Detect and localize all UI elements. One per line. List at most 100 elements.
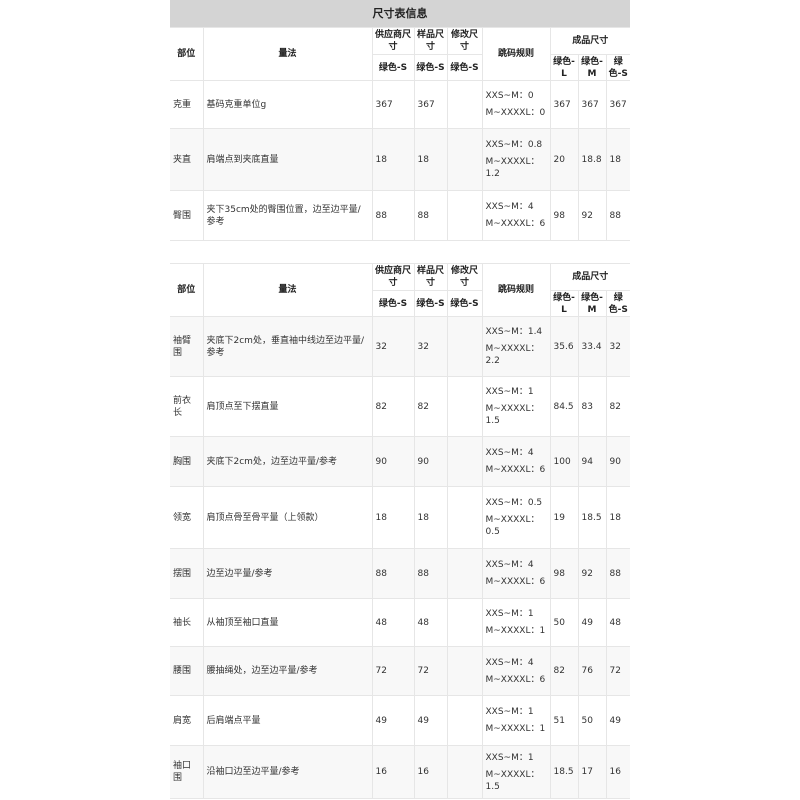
header-part: 部位 [170, 27, 204, 81]
cell-finished-l: 82 [549, 646, 579, 696]
cell-supplier: 72 [371, 646, 415, 696]
cell-part: 袖臂围 [170, 316, 204, 377]
header-finished: 成品尺寸 [549, 27, 631, 55]
cell-sample: 88 [413, 548, 448, 599]
header-sample: 样品尺寸 [413, 263, 448, 291]
cell-rule: XXS~M：1 M~XXXXL：1 [481, 695, 551, 746]
cell-finished-s: 72 [605, 646, 631, 696]
cell-supplier: 18 [371, 486, 415, 549]
cell-finished-m: 76 [577, 646, 607, 696]
size-table-2: 部位 量法 供应商尺寸 样品尺寸 修改尺寸 跳码规则 成品尺寸 绿色-S 绿色-… [170, 263, 631, 799]
cell-method: 肩顶点骨至骨平量（上领款） [202, 486, 373, 549]
cell-modified [446, 646, 483, 696]
cell-supplier: 82 [371, 376, 415, 437]
cell-modified [446, 486, 483, 549]
cell-sample: 16 [413, 745, 448, 799]
cell-finished-s: 82 [605, 376, 631, 437]
rule-large: M~XXXXL：0.5 [485, 515, 540, 537]
header-finished-m: 绿色-M [577, 54, 607, 81]
cell-part: 袖长 [170, 598, 204, 647]
cell-rule: XXS~M：4 M~XXXXL：6 [481, 436, 551, 487]
cell-finished-m: 49 [577, 598, 607, 647]
header-modified-size: 绿色-S [446, 290, 483, 317]
table-row: 臀围 夹下35cm处的臀围位置，边至边平量/参考 88 88 XXS~M：4 M~XXXX… [170, 190, 631, 241]
cell-rule: XXS~M：4 M~XXXXL：6 [481, 646, 551, 696]
header-modified: 修改尺寸 [446, 263, 483, 291]
cell-sample: 48 [413, 598, 448, 647]
cell-supplier: 49 [371, 695, 415, 746]
rule-small: XXS~M：4 [485, 448, 534, 458]
cell-finished-m: 18.8 [577, 128, 607, 191]
cell-rule: XXS~M：0.5 M~XXXXL：0.5 [481, 486, 551, 549]
cell-supplier: 90 [371, 436, 415, 487]
cell-supplier: 88 [371, 548, 415, 599]
header-sample: 样品尺寸 [413, 27, 448, 55]
rule-large: M~XXXXL：6 [485, 219, 546, 229]
table-row: 摆围 边至边平量/参考 88 88 XXS~M：4 M~XXXXL：6 98 92 88 [170, 548, 631, 599]
cell-method: 肩端点到夹底直量 [202, 128, 373, 191]
size-table: 部位 量法 供应商尺寸 样品尺寸 修改尺寸 跳码规则 成品尺寸 绿色-S 绿色-… [170, 263, 631, 799]
cell-modified [446, 80, 483, 129]
size-table: 部位 量法 供应商尺寸 样品尺寸 修改尺寸 跳码规则 成品尺寸 绿色-S 绿色-… [170, 27, 631, 241]
cell-finished-s: 18 [605, 128, 631, 191]
cell-method: 沿袖口边至边平量/参考 [202, 745, 373, 799]
table-row: 克重 基码克重单位g 367 367 XXS~M：0 M~XXXXL：0 367 367 367 [170, 80, 631, 129]
cell-modified [446, 316, 483, 377]
cell-method: 边至边平量/参考 [202, 548, 373, 599]
cell-sample: 32 [413, 316, 448, 377]
cell-finished-s: 88 [605, 548, 631, 599]
cell-finished-m: 33.4 [577, 316, 607, 377]
cell-finished-s: 367 [605, 80, 631, 129]
cell-method: 从袖顶至袖口直量 [202, 598, 373, 647]
cell-part: 夹直 [170, 128, 204, 191]
cell-supplier: 367 [371, 80, 415, 129]
cell-finished-m: 17 [577, 745, 607, 799]
cell-modified [446, 190, 483, 241]
header-supplier: 供应商尺寸 [371, 263, 415, 291]
header-method: 量法 [202, 27, 373, 81]
cell-sample: 367 [413, 80, 448, 129]
table-row: 夹直 肩端点到夹底直量 18 18 XXS~M：0.8 M~XXXXL：1.2 20 18.8… [170, 128, 631, 191]
header-finished-m: 绿色-M [577, 290, 607, 317]
table-row: 前衣长 肩顶点至下摆直量 82 82 XXS~M：1 M~XXXXL：1.5 84.5 83 8… [170, 376, 631, 437]
rule-small: XXS~M：1.4 [485, 327, 543, 337]
rule-large: M~XXXXL：6 [485, 577, 546, 587]
cell-method: 肩顶点至下摆直量 [202, 376, 373, 437]
cell-finished-m: 92 [577, 548, 607, 599]
cell-rule: XXS~M：1.4 M~XXXXL：2.2 [481, 316, 551, 377]
cell-finished-s: 90 [605, 436, 631, 487]
header-supplier-size: 绿色-S [372, 290, 415, 317]
cell-sample: 82 [413, 376, 448, 437]
cell-finished-l: 19 [549, 486, 579, 549]
header-rule: 跳码规则 [481, 263, 551, 317]
header-supplier: 供应商尺寸 [371, 27, 415, 55]
table-row: 腰围 腰抽绳处，边至边平量/参考 72 72 XXS~M：4 M~XXXXL：6 82 76 7… [170, 646, 631, 696]
cell-finished-l: 98 [549, 548, 579, 599]
cell-finished-l: 84.5 [549, 376, 579, 437]
cell-rule: XXS~M：1 M~XXXXL：1 [481, 598, 551, 647]
cell-rule: XXS~M：4 M~XXXXL：6 [481, 190, 551, 241]
header-part: 部位 [170, 263, 204, 317]
header-rule: 跳码规则 [481, 27, 551, 81]
cell-sample: 90 [413, 436, 448, 487]
rule-large: M~XXXXL：1 [485, 724, 546, 734]
cell-part: 袖口围 [170, 745, 204, 799]
header-finished-s: 绿色-S [605, 290, 631, 317]
cell-finished-m: 367 [577, 80, 607, 129]
table-row: 肩宽 后肩端点平量 49 49 XXS~M：1 M~XXXXL：1 51 50 49 [170, 695, 631, 746]
rule-large: M~XXXXL：1.2 [485, 157, 540, 179]
cell-supplier: 48 [371, 598, 415, 647]
cell-modified [446, 745, 483, 799]
cell-part: 肩宽 [170, 695, 204, 746]
cell-method: 夹底下2cm处，垂直袖中线边至边平量/参考 [202, 316, 373, 377]
cell-finished-m: 83 [577, 376, 607, 437]
header-finished: 成品尺寸 [549, 263, 631, 291]
table-row: 袖长 从袖顶至袖口直量 48 48 XXS~M：1 M~XXXXL：1 50 49 48 [170, 598, 631, 647]
cell-finished-s: 32 [605, 316, 631, 377]
header-finished-s: 绿色-S [605, 54, 631, 81]
cell-part: 腰围 [170, 646, 204, 696]
cell-rule: XXS~M：4 M~XXXXL：6 [481, 548, 551, 599]
cell-finished-m: 18.5 [577, 486, 607, 549]
cell-finished-l: 98 [549, 190, 579, 241]
rule-large: M~XXXXL：6 [485, 674, 546, 685]
